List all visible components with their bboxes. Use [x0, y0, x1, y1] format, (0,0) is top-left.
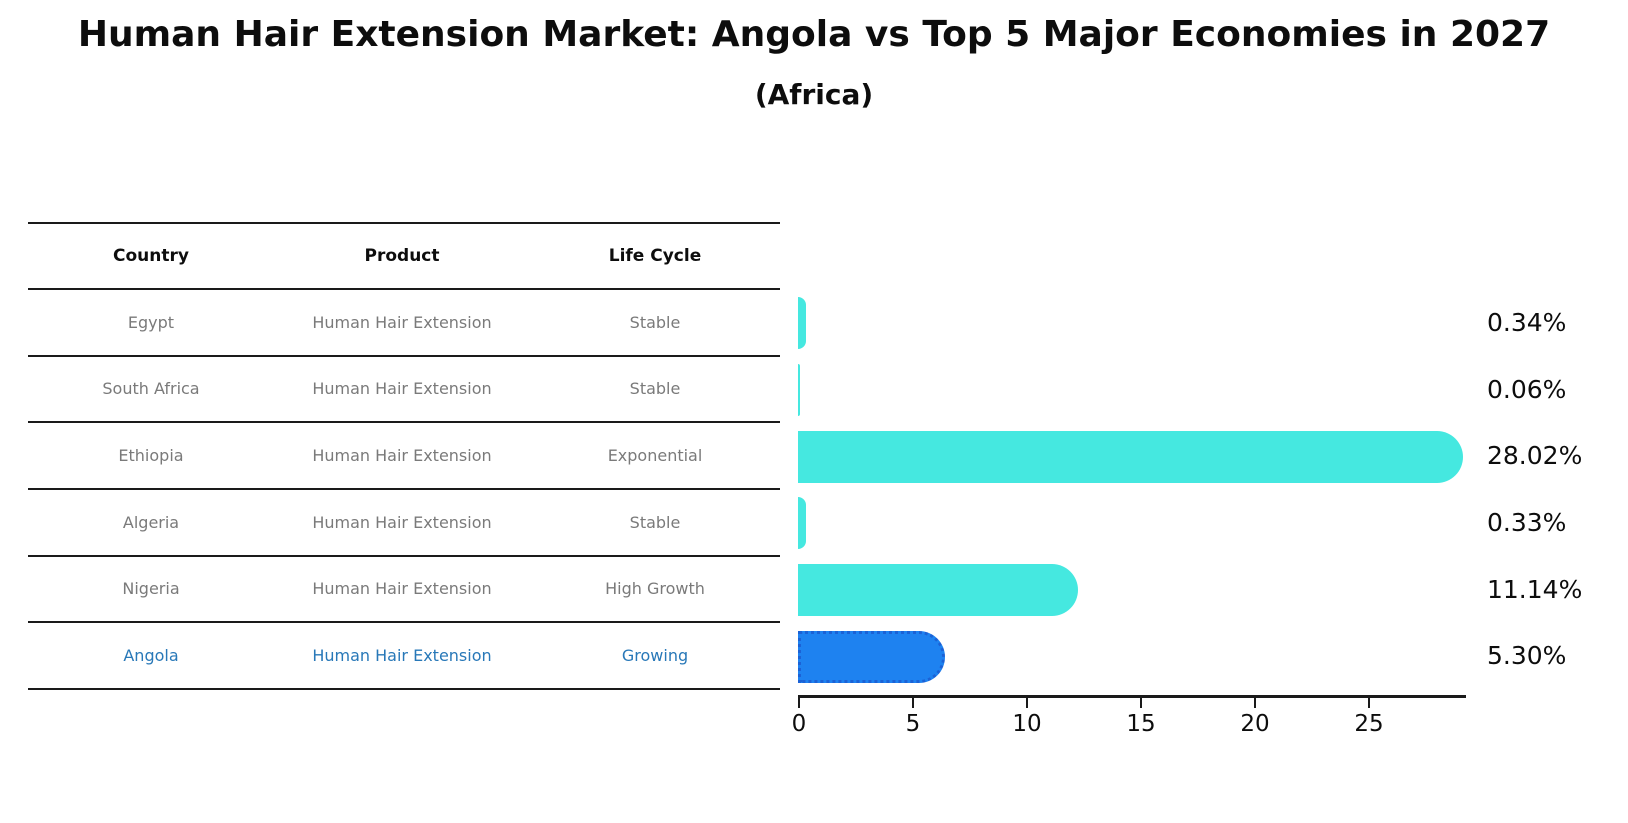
- bar-value-label: 5.30%: [1487, 641, 1567, 671]
- x-axis-tick-label: 25: [1354, 711, 1384, 737]
- x-axis-tick-mark: [1026, 698, 1028, 708]
- value-labels: 0.34% 0.06% 28.02% 0.33% 11.14% 5.30%: [1487, 290, 1582, 690]
- bar-value-label: 11.14%: [1487, 574, 1583, 604]
- bar-south-africa: [798, 363, 800, 416]
- bar-row: [798, 623, 1478, 690]
- bar-angola: [798, 630, 945, 683]
- x-axis-line: [798, 695, 1466, 698]
- bars: [798, 290, 1478, 690]
- cell-product: Human Hair Extension: [312, 379, 492, 399]
- cell-life-cycle: Growing: [621, 646, 689, 666]
- cell-country: South Africa: [102, 379, 200, 399]
- header-country: Country: [113, 246, 189, 266]
- table-body: Egypt Human Hair Extension Stable South Afr…: [28, 290, 780, 690]
- cell-product: Human Hair Extension: [312, 446, 492, 466]
- chart-title: Human Hair Extension Market: Angola vs T…: [77, 14, 1551, 55]
- bar-egypt: [798, 297, 806, 350]
- cell-life-cycle: Stable: [629, 379, 681, 399]
- x-axis-tick-mark: [798, 698, 800, 708]
- cell-product: Human Hair Extension: [312, 512, 492, 532]
- header-product: Product: [364, 246, 440, 266]
- bar-ethiopia: [798, 430, 1463, 483]
- bar-row: [798, 490, 1478, 557]
- cell-product: Human Hair Extension: [312, 579, 492, 599]
- x-axis-tick-mark: [912, 698, 914, 708]
- bar-row: [798, 290, 1478, 357]
- bar-row: [798, 557, 1478, 624]
- cell-country: Algeria: [122, 512, 180, 532]
- cell-country: Angola: [123, 646, 179, 666]
- x-axis-tick-label: 10: [1012, 711, 1042, 737]
- table-row: Ethiopia Human Hair Extension Exponential: [28, 423, 780, 490]
- x-axis-tick-label: 15: [1126, 711, 1156, 737]
- x-axis-tick-mark: [1254, 698, 1256, 708]
- header-life-cycle: Life Cycle: [608, 246, 702, 266]
- table-row: Algeria Human Hair Extension Stable: [28, 490, 780, 557]
- bar-value-label: 28.02%: [1487, 441, 1583, 471]
- table-row: Nigeria Human Hair Extension High Growth: [28, 557, 780, 624]
- cell-product: Human Hair Extension: [312, 312, 492, 332]
- x-axis-tick-mark: [1368, 698, 1370, 708]
- cell-product: Human Hair Extension: [312, 646, 492, 666]
- x-axis-tick-label: 20: [1240, 711, 1270, 737]
- bar-value-label: 0.34%: [1487, 308, 1567, 337]
- bar-nigeria: [798, 563, 1078, 616]
- x-axis-tick-label: 0: [791, 711, 807, 737]
- table-row: Angola Human Hair Extension Growing: [28, 623, 780, 690]
- bar-value-label: 0.33%: [1487, 507, 1567, 537]
- cell-country: Ethiopia: [118, 446, 184, 466]
- country-table: Country Product Life Cycle Egypt Human Ha…: [28, 222, 780, 690]
- table-row: Egypt Human Hair Extension Stable: [28, 290, 780, 357]
- x-axis-tick-label: 5: [905, 711, 921, 737]
- bar-row: [798, 357, 1478, 424]
- bar-value-label: 0.06%: [1487, 374, 1567, 404]
- cell-life-cycle: Stable: [629, 512, 681, 532]
- table-header-row: Country Product Life Cycle: [28, 222, 780, 290]
- cell-life-cycle: Exponential: [607, 446, 703, 466]
- table-row: South Africa Human Hair Extension Stable: [28, 357, 780, 424]
- bar-algeria: [798, 497, 806, 550]
- cell-life-cycle: High Growth: [605, 579, 705, 599]
- bar-row: [798, 423, 1478, 490]
- cell-country: Nigeria: [122, 579, 180, 599]
- x-axis-tick-mark: [1140, 698, 1142, 708]
- cell-life-cycle: Stable: [629, 312, 681, 332]
- cell-country: Egypt: [127, 312, 175, 332]
- chart-subtitle: (Africa): [754, 78, 874, 111]
